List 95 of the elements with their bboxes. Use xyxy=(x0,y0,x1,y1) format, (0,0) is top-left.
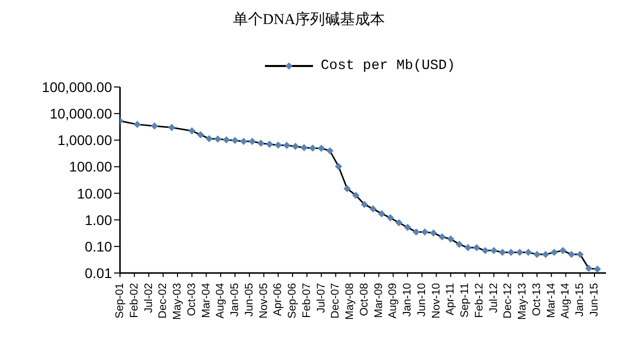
x-tick-label: May-03 xyxy=(172,283,184,320)
point xyxy=(447,235,454,243)
point xyxy=(395,219,403,226)
x-tick-label: Nov-05 xyxy=(258,283,270,318)
point xyxy=(274,141,282,149)
x-tick-label: Sep-11 xyxy=(459,283,472,318)
x-tick-label: Aug-14 xyxy=(560,283,572,318)
point xyxy=(369,205,377,212)
x-tick-label: Mar-14 xyxy=(545,283,558,318)
point xyxy=(168,124,176,132)
point xyxy=(524,248,532,256)
y-tick-label: 0.10 xyxy=(84,238,112,254)
legend-label: Cost per Mb(USD) xyxy=(320,58,456,74)
point xyxy=(594,266,601,273)
y-tick-label: 0.01 xyxy=(84,264,112,281)
point xyxy=(300,144,308,152)
x-tick-label: Dec-07 xyxy=(330,283,342,318)
point xyxy=(482,246,489,254)
point xyxy=(222,136,230,144)
point xyxy=(585,264,592,272)
point xyxy=(464,244,472,252)
point xyxy=(344,185,351,192)
point xyxy=(568,250,576,258)
y-tick-label: 100,000.00 xyxy=(42,78,112,95)
x-tick-label: Mar-09 xyxy=(372,283,385,318)
point xyxy=(240,138,248,145)
point xyxy=(150,122,158,130)
point xyxy=(266,140,274,148)
x-tick-label: Jan-15 xyxy=(574,283,586,317)
point xyxy=(404,224,412,232)
point xyxy=(318,144,325,152)
point xyxy=(231,136,239,144)
x-tick-label: Jul-07 xyxy=(315,283,328,313)
x-tick-label: Jul-12 xyxy=(488,283,500,313)
point xyxy=(214,135,222,143)
point xyxy=(472,244,480,252)
point xyxy=(360,200,368,208)
y-tick-label: 1,000.00 xyxy=(58,132,112,148)
x-tick-label: Apr-11 xyxy=(444,283,457,316)
point xyxy=(334,162,342,170)
x-tick-label: Oct-13 xyxy=(530,283,543,316)
y-tick-label: 10,000.00 xyxy=(50,106,112,122)
y-tick-label: 100.00 xyxy=(69,158,112,175)
x-tick-label: Apr-06 xyxy=(272,283,284,316)
point xyxy=(508,248,515,256)
point xyxy=(516,248,524,256)
x-tick-label: Jan-10 xyxy=(402,283,414,317)
x-tick-label: Jun-15 xyxy=(588,283,600,317)
x-tick-label: Oct-08 xyxy=(358,283,370,316)
x-tick-label: Feb-12 xyxy=(473,283,486,318)
point xyxy=(542,250,550,258)
point xyxy=(386,214,394,222)
point xyxy=(430,229,438,237)
point xyxy=(421,228,428,236)
y-tick-label: 10.00 xyxy=(76,185,112,202)
point xyxy=(490,246,498,254)
x-tick-label: Jun-10 xyxy=(416,283,428,317)
x-tick-label: May-08 xyxy=(344,283,356,320)
x-tick-label: Sep-01 xyxy=(114,283,126,318)
point xyxy=(576,250,584,258)
point xyxy=(533,250,541,258)
x-tick-label: Dec-02 xyxy=(157,283,170,318)
point xyxy=(283,142,290,149)
point xyxy=(134,120,141,128)
x-tick-label: Sep-06 xyxy=(286,283,299,318)
x-tick-label: Jan-05 xyxy=(229,283,242,317)
point xyxy=(188,127,196,134)
point xyxy=(326,147,334,154)
point xyxy=(206,135,213,142)
x-tick-label: Aug-04 xyxy=(214,283,227,318)
point xyxy=(438,233,446,240)
x-tick-label: May-13 xyxy=(516,283,529,320)
x-tick-label: Jun-05 xyxy=(243,283,256,317)
point xyxy=(248,138,256,145)
x-tick-label: Aug-09 xyxy=(387,283,400,318)
point xyxy=(412,228,420,236)
point xyxy=(196,131,204,138)
x-tick-label: Jul-02 xyxy=(142,283,155,313)
x-tick-label: Feb-07 xyxy=(300,283,313,318)
point xyxy=(559,246,566,254)
x-tick-label: Mar-04 xyxy=(200,283,212,318)
chart-title: 单个DNA序列碱基成本 xyxy=(232,10,386,29)
point xyxy=(456,240,463,248)
point xyxy=(498,248,506,256)
x-tick-label: Dec-12 xyxy=(502,283,514,318)
point xyxy=(309,144,316,152)
point xyxy=(257,140,265,147)
x-tick-label: Feb-02 xyxy=(128,283,140,318)
point xyxy=(378,210,386,218)
point xyxy=(550,248,558,256)
y-tick-label: 1.00 xyxy=(84,212,112,228)
x-tick-label: Oct-03 xyxy=(186,283,198,316)
point xyxy=(292,142,300,150)
point xyxy=(352,192,360,199)
x-tick-label: Nov-10 xyxy=(430,283,442,318)
